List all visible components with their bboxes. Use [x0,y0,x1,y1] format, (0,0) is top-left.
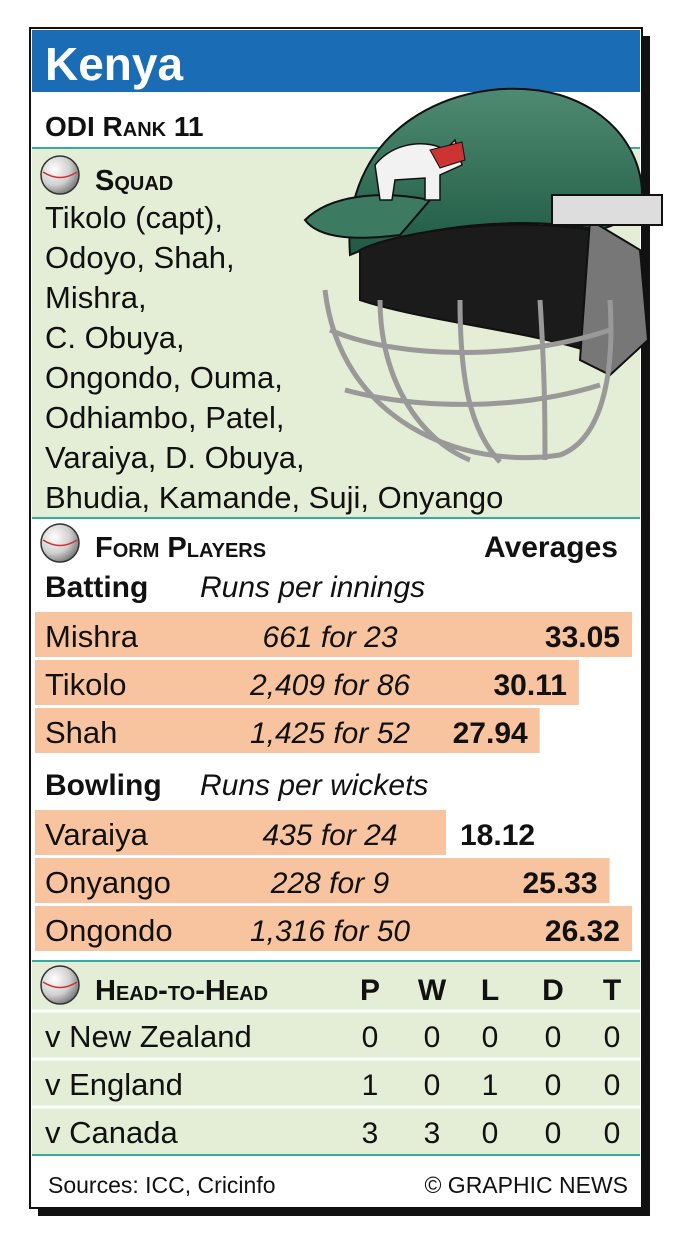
h2h-cell: 0 [362,1021,379,1054]
squad-line: C. Obuya, [45,320,185,355]
h2h-cell: 1 [482,1069,499,1102]
squad-line: Tikolo (capt), [45,200,223,235]
title-band [32,30,640,92]
group-subheading: Runs per innings [200,571,425,604]
squad-line: Mishra, [45,280,147,315]
h2h-cell: 0 [604,1117,621,1150]
h2h-cell: 0 [482,1021,499,1054]
player-name: Onyango [45,865,171,900]
sources: Sources: ICC, Cricinfo [48,1172,276,1198]
title: Kenya [45,38,183,90]
ball-icon [40,965,80,1005]
h2h-cell: 1 [362,1069,379,1102]
player-detail: 1,316 for 50 [250,915,410,948]
h2h-column: D [542,974,564,1007]
h2h-cell: 0 [424,1021,441,1054]
ball-seam [42,981,78,989]
rank: ODI Rank 11 [45,111,204,142]
h2h-cell: 0 [604,1069,621,1102]
player-detail: 1,425 for 52 [250,717,410,750]
player-name: Ongondo [45,913,173,948]
player-detail: 661 for 23 [262,621,397,654]
h2h-column: W [418,974,447,1007]
average-value: 27.94 [453,717,528,750]
squad-line: Odhiambo, Patel, [45,400,285,435]
ball-icon [40,155,80,195]
ball-seam [42,171,78,179]
player-detail: 228 for 9 [270,867,390,900]
row-lines [32,1009,640,1109]
player-name: Varaiya [45,817,149,852]
averages-heading: Averages [484,531,618,564]
h2h-opponent: v Canada [45,1115,178,1150]
h2h-cell: 3 [424,1117,441,1150]
average-value: 26.32 [545,915,620,948]
average-bar [35,708,540,753]
squad-heading: Squad [95,165,173,197]
average-bar [35,612,632,657]
squad-line: Ongondo, Ouma, [45,360,283,395]
squad-line: Varaiya, D. Obuya, [45,440,305,475]
player-name: Mishra [45,619,139,654]
player-name: Shah [45,715,117,750]
h2h-cell: 3 [362,1117,379,1150]
group-heading: Bowling [45,769,162,802]
h2h-column: L [481,974,499,1007]
squad-line: Bhudia, Kamande, Suji, Onyango [45,480,503,515]
h2h-opponent: v England [45,1067,183,1102]
h2h-column: P [360,974,380,1007]
h2h-opponent: v New Zealand [45,1019,252,1054]
player-detail: 2,409 for 86 [249,669,410,702]
average-bar [35,810,447,855]
average-value: 18.12 [460,819,535,852]
separators [32,147,640,1156]
player-name: Tikolo [45,667,127,702]
h2h-cell: 0 [482,1117,499,1150]
form-heading: Form Players [95,532,266,564]
average-bar [35,858,610,903]
h2h-heading: Head-to-Head [95,975,268,1007]
h2h-column: T [603,974,621,1007]
average-value: 30.11 [493,669,566,702]
h2h-cell: 0 [545,1021,562,1054]
average-bar [35,906,632,951]
credit: © GRAPHIC NEWS [424,1172,628,1198]
h2h-cell: 0 [424,1069,441,1102]
ball-seam [42,539,78,547]
average-value: 33.05 [545,621,620,654]
player-detail: 435 for 24 [262,819,397,852]
group-subheading: Runs per wickets [200,769,428,802]
average-bar [35,660,579,705]
group-heading: Batting [45,571,148,604]
h2h-cell: 0 [545,1117,562,1150]
h2h-cell: 0 [604,1021,621,1054]
ball-icon [40,523,80,563]
h2h-cell: 0 [545,1069,562,1102]
squad-line: Odoyo, Shah, [45,240,235,275]
average-value: 25.33 [522,867,597,900]
helmet-illustration [303,87,663,464]
